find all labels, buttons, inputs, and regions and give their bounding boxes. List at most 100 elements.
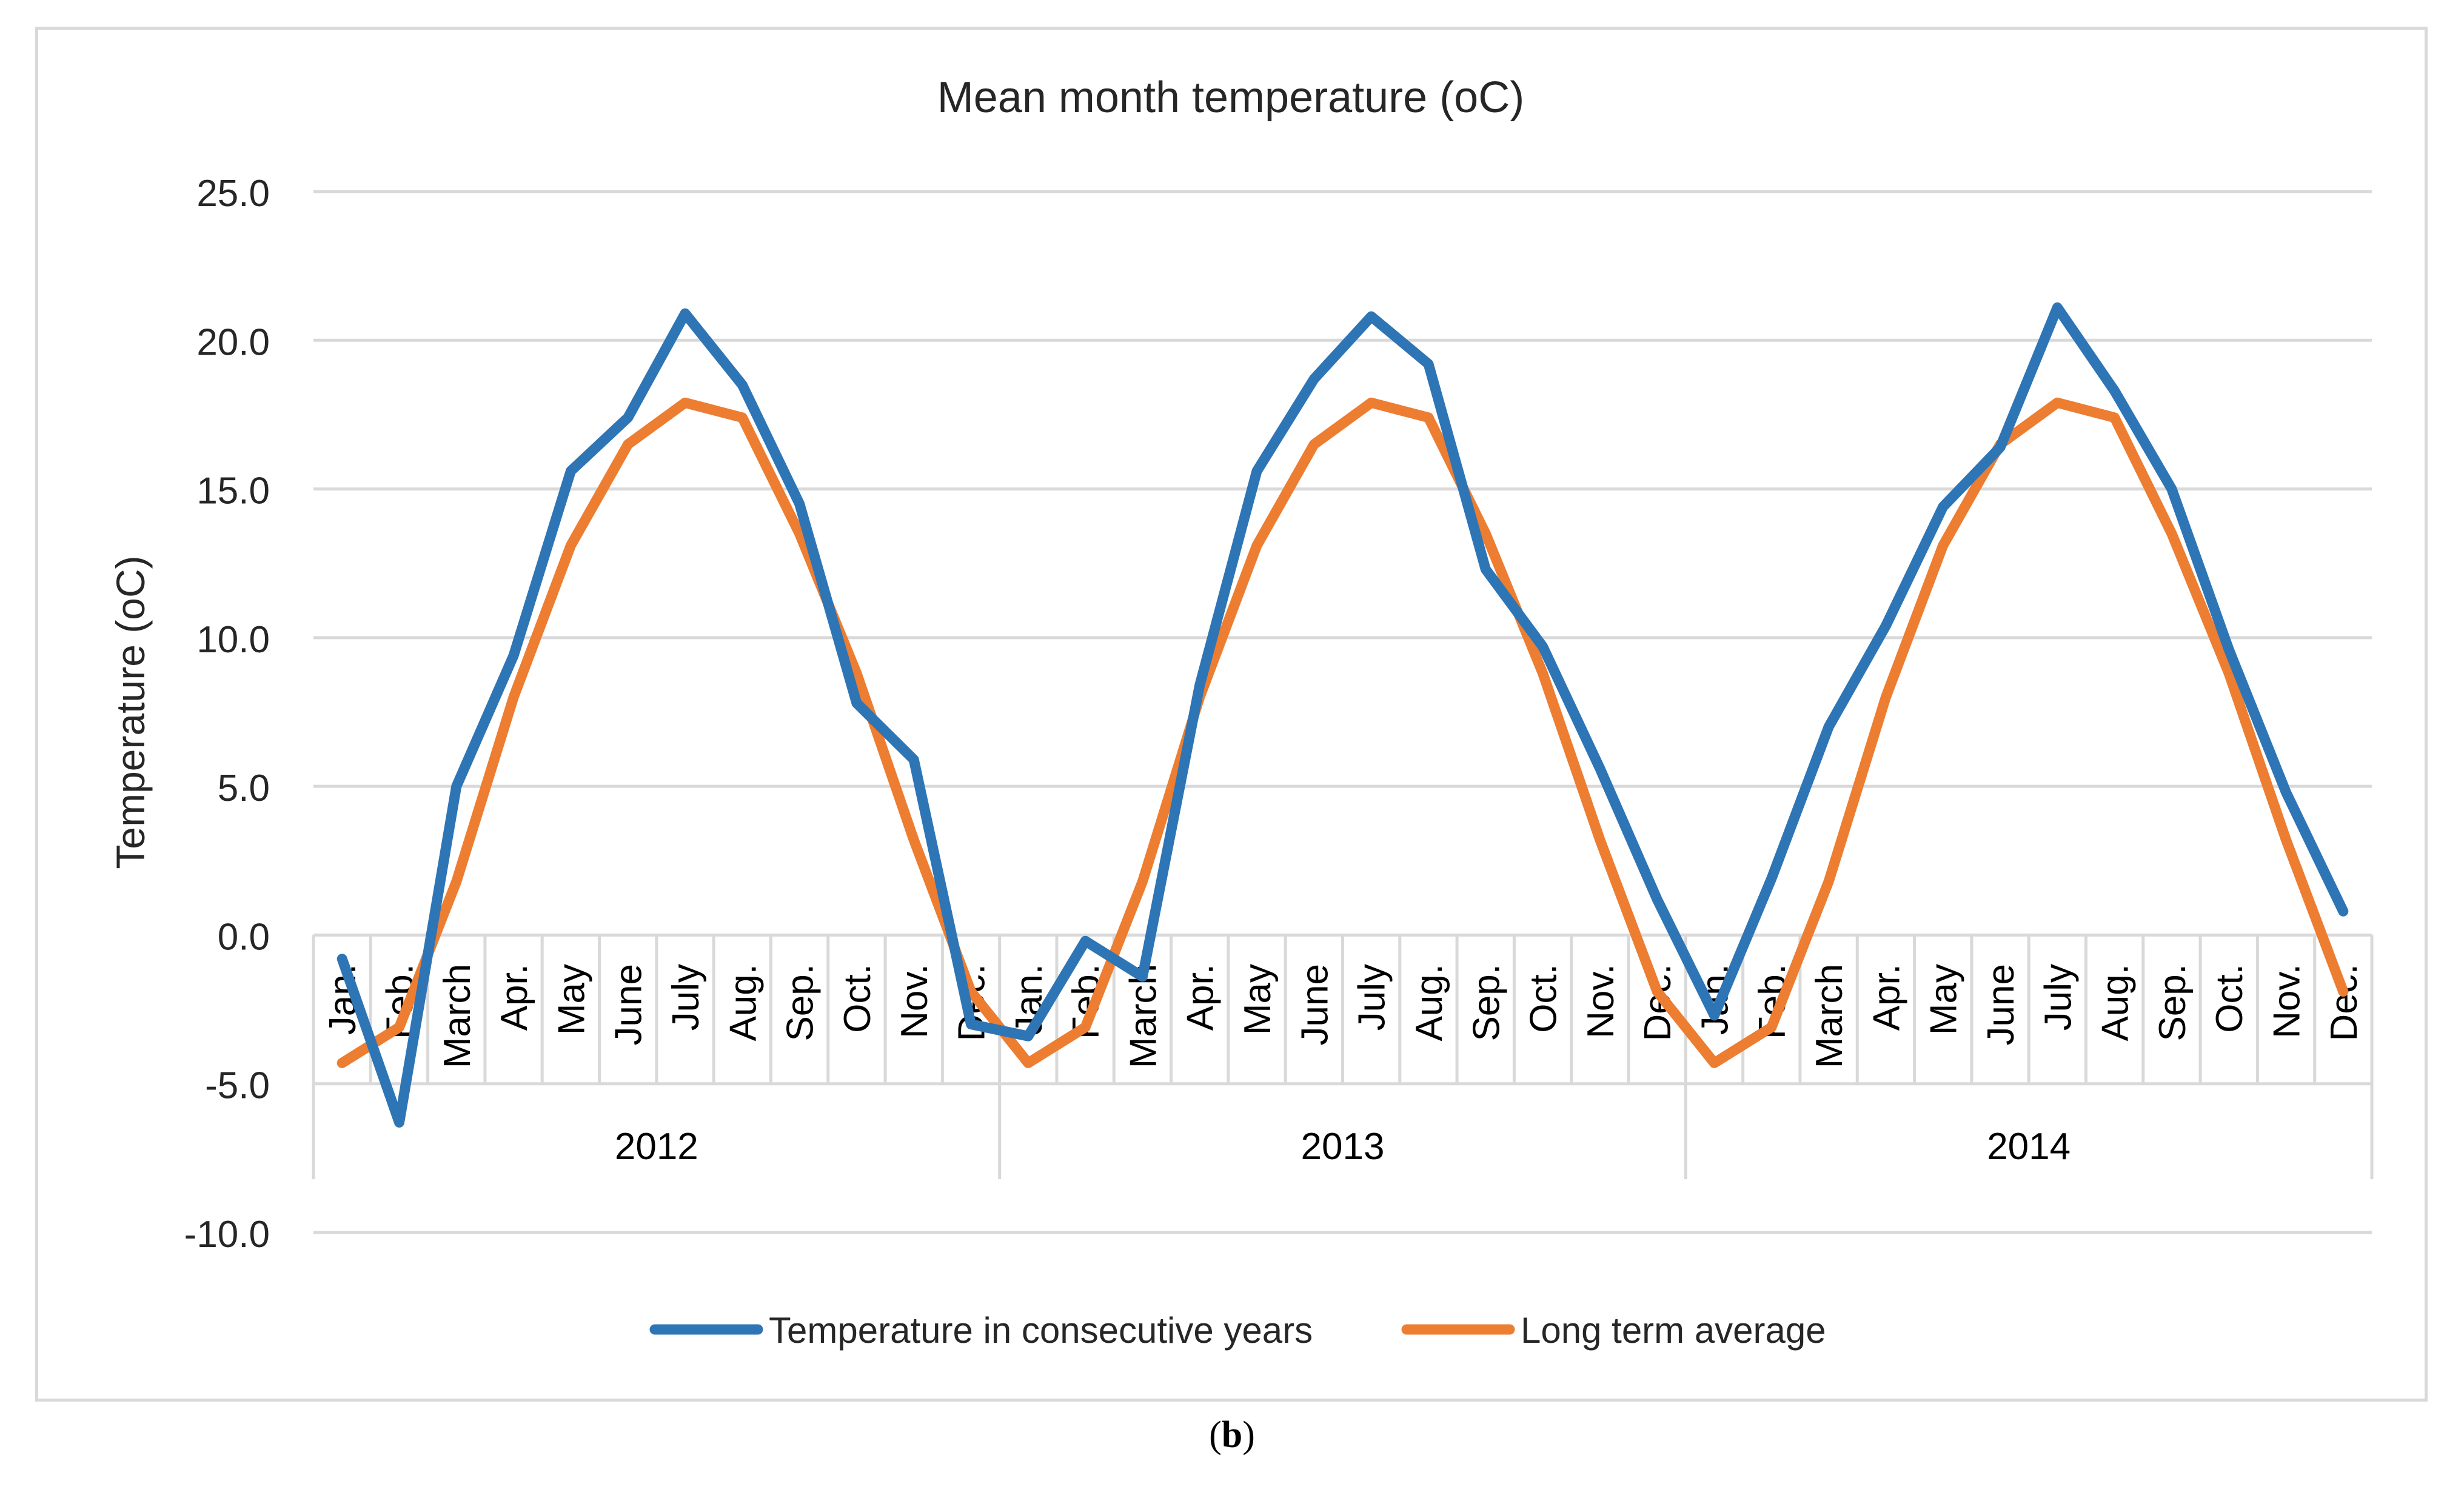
data-point bbox=[2055, 306, 2059, 309]
data-point bbox=[626, 416, 630, 420]
month-label: May bbox=[1923, 964, 1965, 1035]
data-point bbox=[1026, 1034, 1030, 1038]
chart-title: Mean month temperature (oC) bbox=[937, 73, 1524, 122]
legend-label-0: Temperature in consecutive years bbox=[769, 1310, 1313, 1351]
data-point bbox=[740, 416, 744, 420]
data-point bbox=[855, 701, 859, 705]
data-point bbox=[1255, 544, 1259, 547]
y-tick-label: 15.0 bbox=[196, 470, 270, 512]
data-point bbox=[1770, 1026, 1773, 1029]
data-point bbox=[1255, 469, 1259, 473]
data-point bbox=[683, 401, 687, 404]
data-point bbox=[1655, 898, 1659, 901]
month-label: March bbox=[437, 964, 478, 1068]
data-point bbox=[855, 672, 859, 675]
data-point bbox=[1598, 767, 1602, 771]
data-point bbox=[1941, 544, 1945, 547]
data-point bbox=[2227, 647, 2231, 651]
data-point bbox=[798, 502, 802, 506]
data-point bbox=[1827, 725, 1830, 729]
month-label: Dec. bbox=[1637, 964, 1679, 1041]
y-tick-label: -10.0 bbox=[184, 1214, 270, 1256]
data-point bbox=[1083, 1026, 1087, 1029]
data-point bbox=[1026, 1061, 1030, 1065]
data-point bbox=[512, 654, 515, 657]
data-point bbox=[969, 990, 973, 994]
data-point bbox=[1140, 975, 1144, 978]
data-point bbox=[340, 1061, 344, 1065]
chart-frame bbox=[35, 27, 2428, 1402]
series-line-0 bbox=[336, 302, 2349, 1128]
data-point bbox=[912, 838, 916, 841]
data-point bbox=[2170, 487, 2174, 491]
data-point bbox=[1198, 683, 1202, 687]
data-point bbox=[1370, 401, 1373, 404]
data-point bbox=[1312, 377, 1316, 381]
data-point bbox=[798, 532, 802, 535]
data-point bbox=[1541, 672, 1545, 675]
data-point bbox=[1083, 939, 1087, 943]
month-label: Apr. bbox=[494, 964, 535, 1031]
data-point bbox=[340, 957, 344, 961]
data-point bbox=[1598, 838, 1602, 841]
data-point bbox=[1884, 624, 1887, 627]
month-label: March bbox=[1809, 964, 1850, 1068]
legend-label-1: Long term average bbox=[1521, 1310, 1826, 1351]
month-label: Sep. bbox=[1465, 964, 1507, 1042]
data-point bbox=[683, 312, 687, 315]
data-point bbox=[1712, 1014, 1716, 1017]
y-tick-label: 10.0 bbox=[196, 619, 270, 661]
panel-caption: (b) bbox=[1209, 1414, 1255, 1456]
data-point bbox=[912, 758, 916, 761]
data-point bbox=[2227, 672, 2231, 675]
month-label: Aug. bbox=[722, 964, 764, 1042]
month-label: June bbox=[608, 964, 650, 1045]
month-label: July bbox=[665, 964, 707, 1031]
data-point bbox=[1712, 1061, 1716, 1065]
month-label: Jan. bbox=[1008, 964, 1050, 1035]
month-label: Oct. bbox=[2209, 964, 2251, 1033]
data-point bbox=[1770, 877, 1773, 880]
data-point bbox=[397, 1120, 401, 1124]
data-point bbox=[1427, 363, 1430, 366]
data-point bbox=[2285, 791, 2288, 794]
month-label: June bbox=[1980, 964, 2022, 1045]
month-label: July bbox=[2037, 964, 2079, 1031]
year-label: 2014 bbox=[1987, 1126, 2071, 1168]
data-point bbox=[1484, 532, 1487, 535]
month-label: Sep. bbox=[780, 964, 822, 1042]
month-label: May bbox=[551, 964, 592, 1035]
data-point bbox=[1884, 695, 1887, 699]
data-point bbox=[1312, 443, 1316, 446]
data-point bbox=[1998, 446, 2002, 449]
month-label: Aug. bbox=[1408, 964, 1450, 1042]
data-point bbox=[512, 695, 515, 699]
data-point bbox=[2113, 416, 2117, 420]
month-label: Apr. bbox=[1866, 964, 1907, 1031]
month-label: July bbox=[1351, 964, 1393, 1031]
data-point bbox=[2342, 909, 2345, 913]
data-point bbox=[397, 1026, 401, 1029]
month-label: Aug. bbox=[2095, 964, 2137, 1042]
data-point bbox=[1655, 990, 1659, 994]
year-label: 2012 bbox=[615, 1126, 698, 1168]
panel-letter: b bbox=[1221, 1414, 1243, 1456]
year-label: 2013 bbox=[1301, 1126, 1385, 1168]
month-label: Nov. bbox=[894, 964, 936, 1038]
data-point bbox=[2170, 532, 2174, 535]
month-label: Sep. bbox=[2152, 964, 2194, 1042]
y-tick-label: 20.0 bbox=[196, 321, 270, 363]
y-tick-label: 0.0 bbox=[218, 916, 270, 958]
data-point bbox=[2055, 401, 2059, 404]
data-point bbox=[2342, 990, 2345, 994]
data-point bbox=[626, 443, 630, 446]
month-label: Dec. bbox=[2323, 964, 2365, 1041]
data-point bbox=[1370, 315, 1373, 318]
month-label: Apr. bbox=[1180, 964, 1222, 1031]
data-point bbox=[569, 469, 572, 473]
month-label: May bbox=[1237, 964, 1279, 1035]
data-point bbox=[569, 544, 572, 547]
y-tick-label: 5.0 bbox=[218, 767, 270, 809]
data-point bbox=[1427, 416, 1430, 420]
